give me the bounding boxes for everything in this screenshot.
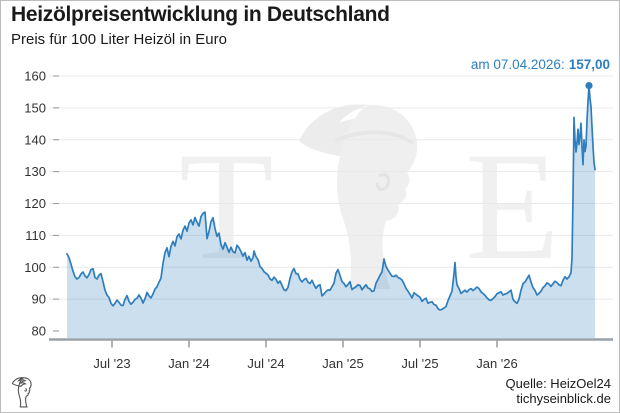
annotation-price-value: 157,00 (568, 57, 610, 72)
svg-text:100: 100 (24, 260, 46, 275)
page-title: Heizölpreisentwicklung in Deutschland (11, 3, 390, 26)
svg-text:120: 120 (24, 196, 46, 211)
source-attribution: Quelle: HeizOel24 tichyseinblick.de (505, 376, 612, 406)
svg-text:150: 150 (24, 100, 46, 115)
latest-price-annotation: am 07.04.2026: 157,00 (471, 57, 610, 72)
source-name: Quelle: HeizOel24 (505, 376, 612, 391)
svg-text:140: 140 (24, 132, 46, 147)
svg-text:Jul '24: Jul '24 (247, 356, 284, 371)
watermark-letter-e: E (465, 120, 560, 292)
hermes-head-watermark-icon (291, 81, 441, 301)
watermark-letter-t: T (179, 120, 274, 292)
svg-text:80: 80 (32, 324, 46, 339)
page-subtitle: Preis für 100 Liter Heizöl in Euro (11, 31, 227, 48)
svg-text:Jul '25: Jul '25 (401, 356, 438, 371)
svg-text:Jan '25: Jan '25 (322, 356, 364, 371)
svg-text:110: 110 (25, 228, 46, 243)
svg-text:90: 90 (32, 292, 46, 307)
svg-text:Jan '24: Jan '24 (168, 356, 210, 371)
source-website: tichyseinblick.de (516, 390, 611, 406)
svg-text:Jul '23: Jul '23 (93, 356, 130, 371)
hermes-head-logo-icon (10, 374, 36, 412)
svg-text:130: 130 (24, 164, 46, 179)
svg-text:Jan '26: Jan '26 (476, 356, 518, 371)
annotation-date-label: am 07.04.2026: (470, 57, 565, 72)
svg-text:160: 160 (24, 69, 46, 84)
